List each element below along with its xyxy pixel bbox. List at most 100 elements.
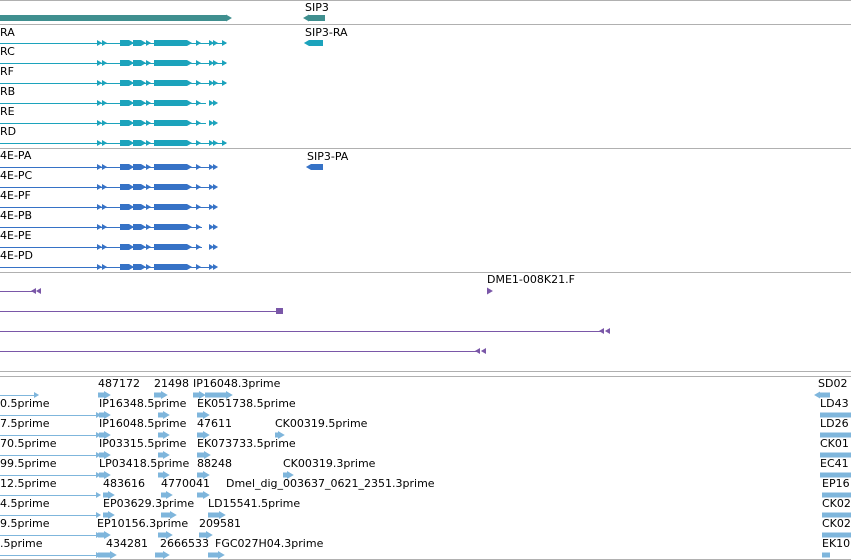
protein-label-sip3-pa[interactable]: SIP3-PA — [307, 150, 349, 163]
strand-arrow — [209, 140, 215, 146]
strand-arrow — [187, 224, 193, 230]
est-label[interactable]: CK02 — [822, 497, 851, 510]
gene-track[interactable] — [0, 14, 325, 22]
est-label[interactable]: 70.5prime — [0, 437, 57, 450]
exon-block — [120, 164, 129, 170]
est-label[interactable]: Dmel_dig_003637_0621_2351.3prime — [226, 477, 435, 490]
est-label[interactable]: EK073733.5prime — [197, 437, 296, 450]
protein-label[interactable]: 4E-PE — [0, 229, 32, 242]
strand-arrow — [146, 140, 152, 146]
feature-bar — [193, 392, 199, 398]
strand-arrow — [203, 491, 210, 499]
exon-block — [133, 140, 141, 146]
est-label[interactable]: 21498 — [154, 377, 189, 390]
mrna-label[interactable]: RE — [0, 105, 15, 118]
protein-label[interactable]: 4E-PF — [0, 189, 31, 202]
est-label[interactable]: IP16048.5prime — [99, 417, 187, 430]
strand-arrow — [163, 551, 170, 559]
est-label[interactable]: FGC027H04.3prime — [215, 537, 324, 550]
est-label[interactable]: LD15541.5prime — [208, 497, 301, 510]
est-label[interactable]: 4770041 — [161, 477, 210, 490]
est-label[interactable]: 7.5prime — [0, 417, 50, 430]
est-label[interactable]: 12.5prime — [0, 477, 57, 490]
est-label[interactable]: 434281 — [106, 537, 148, 550]
est-label[interactable]: CK00319.3prime — [283, 457, 376, 470]
strand-arrow — [96, 472, 102, 478]
est-label[interactable]: EK051738.5prime — [197, 397, 296, 410]
est-label[interactable]: LD26 — [820, 417, 849, 430]
est-label[interactable]: CK01 — [820, 437, 849, 450]
est-label[interactable]: 4.5prime — [0, 497, 50, 510]
strand-arrow — [146, 244, 152, 250]
est-label[interactable]: 0.5prime — [0, 397, 50, 410]
est-label[interactable]: EP16 — [822, 477, 850, 490]
est-bar-right — [820, 392, 830, 398]
est-label[interactable]: EP10156.3prime — [97, 517, 189, 530]
protein-track[interactable] — [0, 164, 323, 270]
feature-bar — [161, 492, 166, 498]
est-label[interactable]: LP03418.5prime — [99, 457, 190, 470]
strand-arrow — [480, 348, 486, 354]
strand-arrow — [102, 60, 108, 66]
strand-arrow — [209, 100, 215, 106]
strand-arrow — [102, 40, 108, 46]
strand-arrow — [213, 264, 219, 270]
protein-label[interactable]: 4E-PA — [0, 149, 32, 162]
est-label[interactable]: 47611 — [197, 417, 232, 430]
est-label[interactable]: IP03315.5prime — [99, 437, 187, 450]
feature-bar — [103, 492, 108, 498]
est-label[interactable]: EC41 — [820, 457, 849, 470]
exon-block — [133, 120, 141, 126]
clone-track[interactable] — [0, 287, 610, 355]
strand-arrow — [287, 471, 294, 479]
est-label[interactable]: SD02 — [818, 377, 848, 390]
exon-block — [154, 184, 187, 190]
feature-bar — [208, 552, 218, 558]
exon-block — [133, 224, 141, 230]
strand-arrow — [206, 531, 213, 539]
protein-label[interactable]: 4E-PC — [0, 169, 33, 182]
strand-arrow — [209, 244, 215, 250]
exon-block — [120, 224, 129, 230]
strand-arrow — [218, 551, 225, 559]
est-label[interactable]: 9.5prime — [0, 517, 50, 530]
est-label[interactable]: EK10 — [822, 537, 851, 550]
mrna-label[interactable]: RC — [0, 45, 15, 58]
mrna-track[interactable] — [0, 40, 323, 146]
feature-bar — [103, 512, 108, 518]
est-label[interactable]: IP16348.5prime — [99, 397, 187, 410]
est-label[interactable]: CK02 — [822, 517, 851, 530]
est-bar-right — [820, 432, 851, 438]
strand-arrow — [102, 204, 108, 210]
mrna-label[interactable]: RA — [0, 26, 15, 39]
est-label[interactable]: IP16048.3prime — [193, 377, 281, 390]
exon-block — [120, 184, 129, 190]
est-label[interactable]: 483616 — [103, 477, 145, 490]
strand-arrow — [213, 224, 219, 230]
protein-label[interactable]: 4E-PD — [0, 249, 34, 262]
strand-arrow — [487, 287, 493, 295]
gene-label-sip3[interactable]: SIP3 — [305, 1, 329, 14]
strand-arrow — [102, 264, 108, 270]
mrna-label[interactable]: RD — [0, 125, 17, 138]
mrna-label[interactable]: RB — [0, 85, 16, 98]
est-label[interactable]: EP03629.3prime — [103, 497, 195, 510]
est-label[interactable]: CK00319.5prime — [275, 417, 368, 430]
strand-arrow — [146, 100, 152, 106]
est-label[interactable]: 209581 — [199, 517, 241, 530]
est-label[interactable]: .5prime — [0, 537, 43, 550]
est-label[interactable]: LD43 — [820, 397, 849, 410]
protein-label[interactable]: 4E-PB — [0, 209, 33, 222]
est-label[interactable]: 99.5prime — [0, 457, 57, 470]
strand-arrow — [102, 164, 108, 170]
est-label[interactable]: 2666533 — [160, 537, 209, 550]
strand-arrow — [129, 80, 135, 86]
est-label[interactable]: 88248 — [197, 457, 232, 470]
clone-label[interactable]: DME1-008K21.F — [487, 273, 575, 286]
est-track[interactable] — [0, 391, 851, 559]
est-label[interactable]: 487172 — [98, 377, 140, 390]
mrna-label[interactable]: RF — [0, 65, 14, 78]
mrna-label-sip3-ra[interactable]: SIP3-RA — [305, 26, 348, 39]
feature-bar — [205, 392, 226, 398]
